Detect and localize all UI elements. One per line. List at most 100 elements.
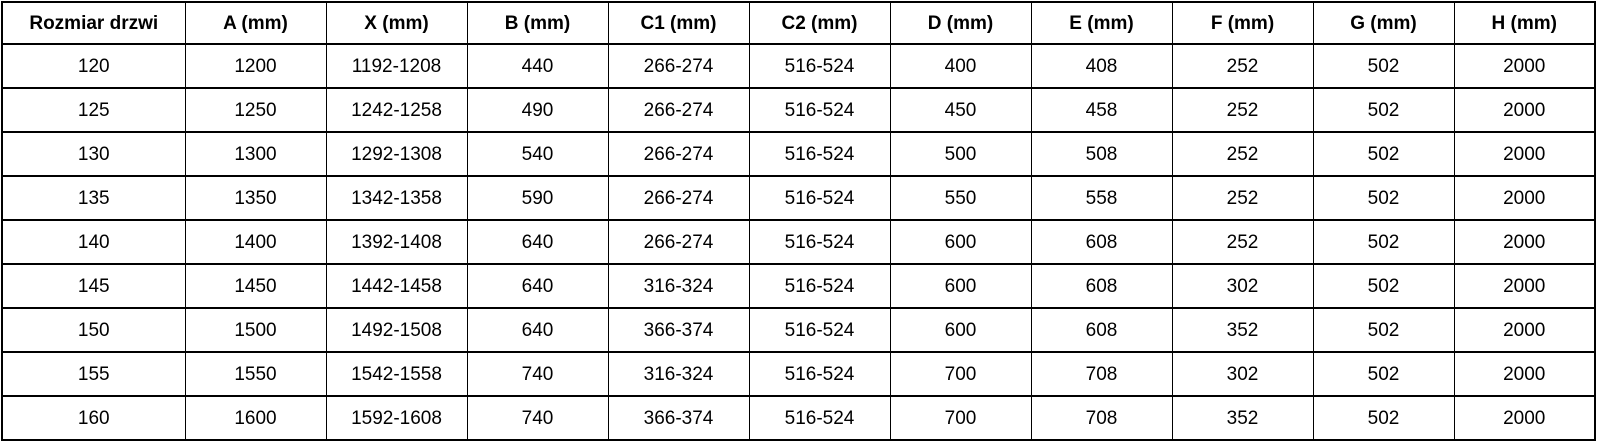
table-cell: 502 <box>1312 351 1455 397</box>
column-header-c2: C2 (mm) <box>748 1 891 45</box>
table-row: 160 1600 1592-1608 740 366-374 516-524 700 708 3… <box>1 395 1596 441</box>
table-cell: 400 <box>889 43 1032 89</box>
table-cell: 740 <box>466 395 609 441</box>
table-cell: 2000 <box>1453 131 1596 177</box>
table-cell: 1250 <box>184 87 327 133</box>
table-cell: 608 <box>1030 263 1173 309</box>
column-header-h: H (mm) <box>1453 1 1596 45</box>
table-cell: 1192-1208 <box>325 43 468 89</box>
table-cell: 266-274 <box>607 43 750 89</box>
table-cell: 120 <box>1 43 186 89</box>
table-cell: 516-524 <box>748 263 891 309</box>
table-cell: 440 <box>466 43 609 89</box>
table-cell: 266-274 <box>607 131 750 177</box>
table-cell: 516-524 <box>748 175 891 221</box>
table-cell: 1200 <box>184 43 327 89</box>
table-cell: 2000 <box>1453 395 1596 441</box>
table-cell: 155 <box>1 351 186 397</box>
table-row: 135 1350 1342-1358 590 266-274 516-524 550 558 2… <box>1 175 1596 221</box>
table-cell: 150 <box>1 307 186 353</box>
table-cell: 558 <box>1030 175 1173 221</box>
table-cell: 2000 <box>1453 219 1596 265</box>
table-cell: 516-524 <box>748 87 891 133</box>
table-cell: 508 <box>1030 131 1173 177</box>
table-cell: 458 <box>1030 87 1173 133</box>
table-cell: 502 <box>1312 87 1455 133</box>
table-cell: 540 <box>466 131 609 177</box>
table-cell: 252 <box>1171 43 1314 89</box>
table-cell: 316-324 <box>607 263 750 309</box>
table-cell: 708 <box>1030 395 1173 441</box>
table-cell: 2000 <box>1453 175 1596 221</box>
table-cell: 1392-1408 <box>325 219 468 265</box>
table-cell: 1242-1258 <box>325 87 468 133</box>
table-cell: 2000 <box>1453 307 1596 353</box>
table-row: 120 1200 1192-1208 440 266-274 516-524 400 408 2… <box>1 43 1596 89</box>
table-cell: 608 <box>1030 307 1173 353</box>
table-cell: 2000 <box>1453 87 1596 133</box>
table-cell: 516-524 <box>748 131 891 177</box>
table-cell: 502 <box>1312 395 1455 441</box>
table-cell: 1600 <box>184 395 327 441</box>
column-header-g: G (mm) <box>1312 1 1455 45</box>
table-cell: 640 <box>466 307 609 353</box>
table-cell: 516-524 <box>748 43 891 89</box>
table-cell: 700 <box>889 395 1032 441</box>
table-cell: 640 <box>466 219 609 265</box>
table-cell: 2000 <box>1453 263 1596 309</box>
column-header-x: X (mm) <box>325 1 468 45</box>
table-cell: 502 <box>1312 175 1455 221</box>
table-cell: 502 <box>1312 43 1455 89</box>
column-header-b: B (mm) <box>466 1 609 45</box>
table-cell: 500 <box>889 131 1032 177</box>
table-cell: 266-274 <box>607 175 750 221</box>
column-header-d: D (mm) <box>889 1 1032 45</box>
table-cell: 516-524 <box>748 307 891 353</box>
table-cell: 516-524 <box>748 219 891 265</box>
table-cell: 1492-1508 <box>325 307 468 353</box>
table-cell: 408 <box>1030 43 1173 89</box>
table-cell: 145 <box>1 263 186 309</box>
table-cell: 1292-1308 <box>325 131 468 177</box>
table-cell: 600 <box>889 307 1032 353</box>
table-cell: 1300 <box>184 131 327 177</box>
table-cell: 1550 <box>184 351 327 397</box>
table-cell: 708 <box>1030 351 1173 397</box>
table-cell: 302 <box>1171 263 1314 309</box>
table-cell: 252 <box>1171 87 1314 133</box>
table-cell: 125 <box>1 87 186 133</box>
table-cell: 502 <box>1312 219 1455 265</box>
table-cell: 1342-1358 <box>325 175 468 221</box>
table-cell: 352 <box>1171 395 1314 441</box>
table-cell: 490 <box>466 87 609 133</box>
table-cell: 1450 <box>184 263 327 309</box>
table-cell: 252 <box>1171 219 1314 265</box>
table-cell: 160 <box>1 395 186 441</box>
table-row: 145 1450 1442-1458 640 316-324 516-524 600 608 3… <box>1 263 1596 309</box>
table-cell: 1592-1608 <box>325 395 468 441</box>
table-cell: 366-374 <box>607 395 750 441</box>
table-cell: 600 <box>889 219 1032 265</box>
table-cell: 640 <box>466 263 609 309</box>
table-cell: 266-274 <box>607 219 750 265</box>
table-cell: 700 <box>889 351 1032 397</box>
table-cell: 2000 <box>1453 351 1596 397</box>
table-cell: 366-374 <box>607 307 750 353</box>
column-header-a: A (mm) <box>184 1 327 45</box>
column-header-rozmiar-drzwi: Rozmiar drzwi <box>1 1 186 45</box>
table-cell: 352 <box>1171 307 1314 353</box>
table-cell: 252 <box>1171 131 1314 177</box>
table-cell: 516-524 <box>748 351 891 397</box>
table-cell: 140 <box>1 219 186 265</box>
table-cell: 1400 <box>184 219 327 265</box>
table-cell: 316-324 <box>607 351 750 397</box>
table-cell: 608 <box>1030 219 1173 265</box>
column-header-f: F (mm) <box>1171 1 1314 45</box>
table-cell: 516-524 <box>748 395 891 441</box>
table-cell: 252 <box>1171 175 1314 221</box>
table-cell: 502 <box>1312 131 1455 177</box>
table-row: 155 1550 1542-1558 740 316-324 516-524 700 708 3… <box>1 351 1596 397</box>
table-cell: 1442-1458 <box>325 263 468 309</box>
table-cell: 2000 <box>1453 43 1596 89</box>
